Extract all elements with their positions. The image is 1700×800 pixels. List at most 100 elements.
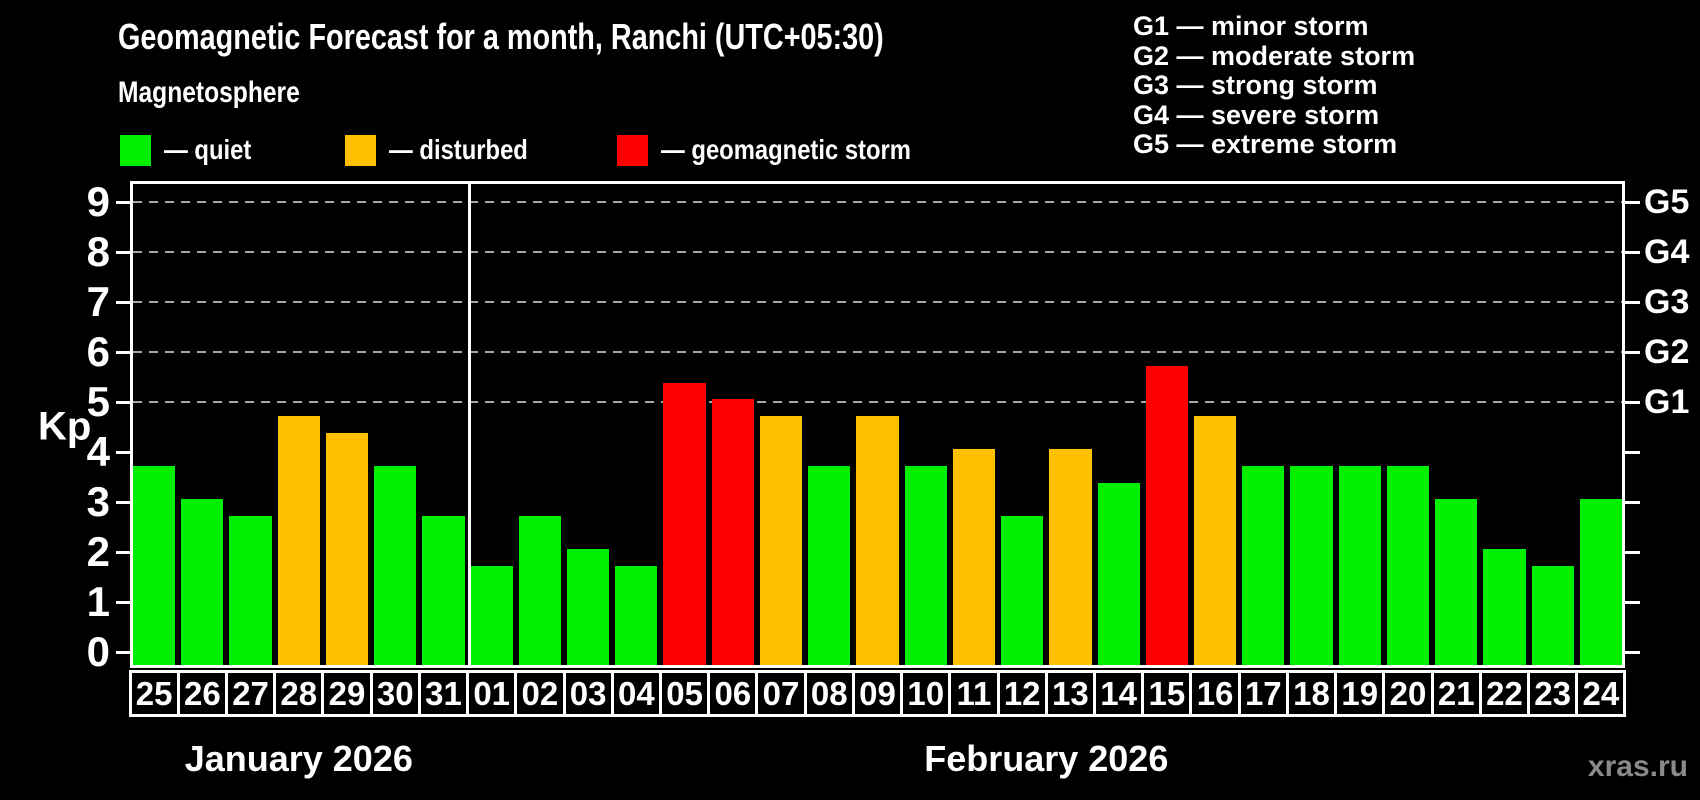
kp-bar (759, 415, 803, 665)
day-label: 17 (1237, 670, 1289, 717)
kp-bar (1145, 365, 1188, 665)
kp-bar (904, 465, 947, 665)
g-legend-line: G4 — severe storm (1133, 99, 1380, 130)
g-legend-line: G1 — minor storm (1133, 11, 1369, 41)
kp-bar (615, 565, 658, 665)
day-label: 04 (610, 670, 662, 717)
x-axis-day-labels: 25 26 27 28 29 30 31 01 02 03 04 05 06 07 08 09 10 11 12 13… (128, 670, 1629, 717)
kp-bar (1483, 549, 1526, 665)
day-label: 18 (1285, 670, 1338, 717)
y-axis-tick-left (116, 500, 130, 504)
y-axis-label: 3 (86, 478, 110, 525)
day-label: 27 (224, 670, 277, 717)
gridline-kp9 (133, 201, 1622, 203)
day-label: 10 (900, 670, 952, 717)
day-label: 16 (1189, 670, 1241, 717)
y-axis-tick-right (1625, 300, 1640, 304)
y-axis-label: 6 (86, 328, 110, 375)
kp-bar (325, 432, 369, 665)
kp-bar (711, 399, 754, 665)
kp-bar (1242, 465, 1285, 665)
g-legend-line: G2 — moderate storm (1133, 40, 1416, 71)
y-axis-tick-right (1625, 350, 1640, 354)
day-label: 08 (803, 670, 855, 717)
chart-title: Geomagnetic Forecast for a month, Ranchi… (118, 16, 884, 57)
legend-swatch-quiet (120, 134, 151, 166)
y-axis-tick-left (116, 400, 130, 404)
y-axis-tick-right (1625, 500, 1640, 504)
day-label: 06 (707, 670, 759, 717)
legend-label: — quiet (164, 134, 252, 165)
kp-bar (1579, 499, 1622, 665)
y-axis-tick-left (116, 250, 130, 254)
y-axis-tick-right (1625, 600, 1640, 604)
g-legend-line: G5 — extreme storm (1133, 129, 1398, 160)
legend-swatch-storm (617, 134, 648, 166)
day-label: 09 (851, 670, 904, 717)
legend-item-disturbed: — disturbed (345, 134, 552, 166)
day-label: 25 (128, 670, 180, 717)
y-axis-tick-left (116, 300, 130, 304)
chart-subtitle: Magnetosphere (118, 76, 300, 109)
g-scale-legend: G1 — minor storm G2 — moderate storm G3 — … (1133, 11, 1416, 160)
day-label: 21 (1430, 670, 1482, 717)
y-axis-tick-right (1625, 400, 1640, 404)
g-scale-label: G3 (1644, 283, 1690, 321)
kp-bar (567, 549, 610, 665)
gridline-kp7 (133, 301, 1622, 303)
kp-bar (470, 565, 513, 665)
day-label: 07 (755, 670, 807, 717)
gridline-kp8 (133, 251, 1622, 253)
day-label: 14 (1093, 670, 1145, 717)
month-label: February 2026 (924, 738, 1169, 779)
y-axis-tick-left (116, 550, 130, 554)
gridline-kp5 (133, 401, 1622, 403)
kp-bar (1531, 565, 1574, 665)
kp-bar (422, 515, 465, 665)
legend-item-storm: — geomagnetic storm (617, 134, 955, 166)
kp-bar (1338, 465, 1381, 665)
kp-bar (133, 465, 176, 665)
y-axis-tick-right (1625, 250, 1640, 254)
day-label: 19 (1334, 670, 1386, 717)
kp-bar (1290, 465, 1333, 665)
day-label: 24 (1575, 670, 1627, 717)
plot-area (130, 181, 1625, 668)
kp-bar (181, 499, 224, 665)
y-axis-label: 1 (86, 578, 110, 625)
day-label: 02 (514, 670, 566, 717)
g-scale-label: G5 (1644, 183, 1690, 221)
day-label: 15 (1141, 670, 1193, 717)
kp-bar (952, 449, 996, 665)
kp-bar (1049, 449, 1092, 665)
day-label: 31 (417, 670, 470, 717)
kp-bar (1386, 465, 1430, 665)
day-label: 01 (466, 670, 518, 717)
legend-label: — geomagnetic storm (661, 134, 911, 165)
day-label: 23 (1527, 670, 1579, 717)
g-scale-label: G2 (1644, 333, 1690, 371)
watermark: xras.ru (1587, 750, 1688, 783)
month-separator-line (467, 184, 471, 665)
g-scale-label: G4 (1644, 233, 1690, 271)
y-axis-label: 7 (86, 278, 110, 325)
month-label: January 2026 (184, 738, 413, 779)
day-label: 03 (562, 670, 614, 717)
y-axis-tick-left (116, 600, 130, 604)
day-label: 30 (369, 670, 421, 717)
kp-bar (1001, 515, 1044, 665)
y-axis-label: 0 (86, 628, 110, 675)
day-label: 13 (1044, 670, 1096, 717)
day-label: 22 (1478, 670, 1531, 717)
y-axis-tick-left (116, 450, 130, 454)
legend-label: — disturbed (389, 134, 528, 165)
y-axis-tick-right (1625, 550, 1640, 554)
kp-bar (808, 465, 851, 665)
kp-bar (856, 415, 899, 665)
y-axis-tick-left (116, 650, 130, 654)
g-legend-line: G3 — strong storm (1133, 70, 1378, 101)
day-label: 20 (1382, 670, 1434, 717)
kp-bar (374, 465, 417, 665)
kp-bar (663, 382, 706, 665)
